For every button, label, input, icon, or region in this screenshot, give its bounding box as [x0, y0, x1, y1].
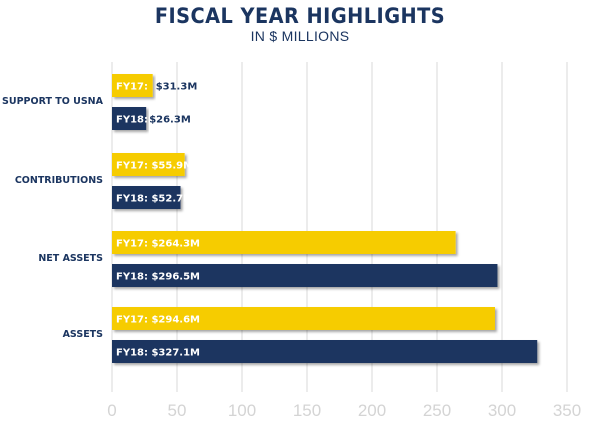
- x-tick-label: 100: [228, 401, 256, 420]
- bar-fy17: [112, 307, 495, 330]
- category-label: CONTRIBUTIONS: [15, 175, 103, 186]
- bar-data-label: FY17: $55.9M: [116, 161, 193, 172]
- chart-title: FISCAL YEAR HIGHLIGHTS: [154, 4, 446, 28]
- bar-fy17: [112, 74, 153, 97]
- bar-data-label: FY17: $264.3M: [116, 239, 200, 250]
- bar-fy18: [112, 340, 538, 363]
- bar-data-label: FY18: $327.1M: [116, 348, 200, 359]
- category-label: NET ASSETS: [38, 253, 103, 264]
- x-tick-label: 300: [488, 401, 516, 420]
- x-tick-label: 350: [553, 401, 581, 420]
- bar-fy18: [112, 107, 147, 130]
- x-tick-label: 250: [423, 401, 451, 420]
- x-tick-label: 150: [293, 401, 321, 420]
- bar-fy18: [112, 264, 498, 287]
- bar-value-label: $26.3M: [149, 115, 191, 126]
- bar-data-label: FY17: $294.6M: [116, 315, 200, 326]
- bar-value-label: $31.3M: [156, 82, 198, 93]
- bar-fy18: [112, 186, 181, 209]
- x-tick-label: 0: [107, 401, 116, 420]
- category-label: SUPPORT TO USNA: [2, 96, 104, 107]
- bar-data-label: FY18:: [116, 115, 148, 126]
- bar-data-label: FY18: $52.7M: [116, 194, 193, 205]
- bar-fy17: [112, 231, 456, 254]
- x-tick-label: 50: [168, 401, 187, 420]
- bar-fy17: [112, 153, 185, 176]
- bar-data-label: FY18: $296.5M: [116, 272, 200, 283]
- chart-subtitle: IN $ MILLIONS: [250, 28, 350, 44]
- x-tick-label: 200: [358, 401, 386, 420]
- category-label: ASSETS: [63, 329, 104, 340]
- bar-data-label: FY17:: [116, 82, 148, 93]
